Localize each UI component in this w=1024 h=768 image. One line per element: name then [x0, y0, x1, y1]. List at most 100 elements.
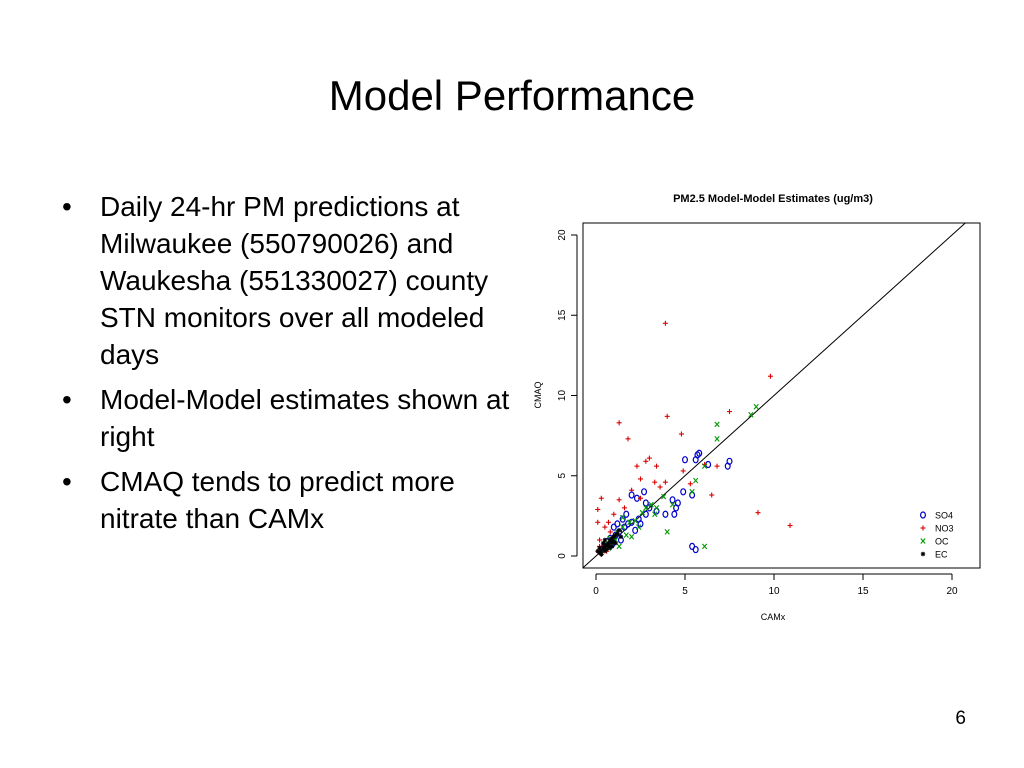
- slide-title: Model Performance: [328, 72, 696, 119]
- data-point: [662, 479, 668, 485]
- legend-label: NO3: [935, 524, 954, 534]
- data-point: [748, 411, 754, 418]
- page-number: 6: [955, 708, 966, 729]
- data-point: [632, 517, 638, 524]
- marker-o: [671, 510, 678, 518]
- data-point: [637, 520, 644, 528]
- marker-o: [628, 491, 635, 499]
- series-oc: [604, 403, 759, 551]
- bullet-list: • Daily 24-hr PM predictions at Milwauke…: [58, 188, 518, 545]
- marker-x-b: [664, 529, 670, 535]
- data-point: [605, 519, 611, 525]
- legend-label: SO4: [935, 511, 953, 521]
- marker-x-b: [636, 524, 642, 530]
- x-tick-label: 15: [857, 586, 869, 597]
- data-point: [671, 510, 678, 518]
- marker-x-b: [701, 463, 708, 469]
- bullet-item: • Model-Model estimates shown at right: [58, 381, 518, 455]
- legend-marker: [920, 551, 926, 557]
- data-point: [664, 529, 670, 535]
- bullet-dot: •: [62, 466, 72, 497]
- data-point: [627, 519, 633, 526]
- y-axis-label: CMAQ: [533, 382, 543, 409]
- data-point: [678, 431, 684, 437]
- marker-o: [623, 510, 630, 518]
- marker-x-b: [623, 532, 629, 538]
- marker-o: [619, 515, 626, 523]
- x-axis-label: CAMx: [761, 612, 786, 622]
- legend-label: EC: [935, 550, 948, 560]
- data-point: [641, 488, 648, 496]
- legend-label: OC: [935, 537, 949, 547]
- data-point: [613, 540, 618, 546]
- data-point: [787, 523, 793, 529]
- bullet-text: Model-Model estimates shown at right: [100, 384, 510, 452]
- data-point: [682, 456, 689, 464]
- legend-marker: [920, 511, 927, 519]
- marker-o: [646, 504, 653, 512]
- data-point: [701, 543, 708, 550]
- marker-o: [641, 488, 648, 496]
- marker-star-d2: [604, 547, 609, 552]
- legend-marker: [920, 525, 926, 531]
- data-point: [639, 509, 645, 516]
- data-point: [638, 495, 643, 501]
- marker-o: [920, 511, 927, 519]
- data-point: [692, 545, 699, 554]
- marker-o: [642, 499, 649, 507]
- marker-star-d2: [613, 541, 618, 546]
- y-tick-label: 10: [557, 390, 568, 402]
- data-point: [753, 403, 759, 410]
- marker-x-b: [639, 509, 645, 516]
- marker-star-d2: [597, 546, 602, 550]
- data-point: [628, 491, 635, 499]
- data-point: [653, 504, 660, 511]
- marker-x-b: [714, 421, 720, 428]
- data-point: [652, 479, 658, 485]
- data-point: [669, 501, 676, 508]
- marker-x-b: [753, 403, 759, 410]
- marker-star-d2: [601, 541, 606, 546]
- data-point: [657, 484, 663, 490]
- data-point: [606, 540, 611, 546]
- axes: 0 5 10 15 20 0 5 10 15 20: [557, 229, 958, 597]
- data-point: [646, 455, 652, 461]
- y-tick-label: 15: [557, 309, 568, 321]
- data-point: [621, 505, 627, 511]
- bullet-text: Daily 24-hr PM predictions at Milwaukee …: [100, 191, 489, 370]
- bullet-dot: •: [62, 191, 72, 222]
- data-point: [661, 493, 667, 500]
- marker-o: [637, 520, 644, 528]
- marker-x-b: [920, 538, 926, 544]
- marker-o: [662, 510, 669, 518]
- marker-o: [614, 520, 621, 528]
- marker-x-b: [689, 488, 695, 495]
- bullet-text: CMAQ tends to predict more nitrate than …: [100, 466, 455, 534]
- data-point: [693, 477, 699, 484]
- marker-x-b: [620, 514, 626, 521]
- bullet-item: • Daily 24-hr PM predictions at Milwauke…: [58, 188, 518, 373]
- marker-star-d2: [611, 539, 616, 544]
- data-point: [595, 506, 601, 512]
- data-point: [600, 540, 606, 546]
- data-point: [724, 462, 731, 470]
- data-point: [628, 533, 635, 540]
- data-point: [714, 421, 720, 428]
- data-point: [616, 528, 622, 533]
- y-tick-label: 20: [557, 229, 568, 241]
- data-point: [597, 537, 603, 543]
- data-point: [694, 451, 701, 459]
- data-point: [646, 504, 653, 512]
- data-point: [701, 463, 708, 469]
- data-point: [727, 409, 732, 415]
- scatter-chart: PM2.5 Model-Model Estimates (ug/m3) 0 5 10…: [533, 193, 981, 622]
- data-point: [629, 487, 635, 493]
- x-tick-label: 0: [593, 586, 599, 597]
- data-point: [616, 543, 622, 550]
- y-tick-label: 5: [557, 473, 568, 479]
- marker-o: [692, 545, 699, 554]
- data-point: [614, 520, 621, 528]
- data-point: [648, 501, 654, 508]
- data-point: [662, 510, 669, 518]
- data-point: [689, 488, 695, 495]
